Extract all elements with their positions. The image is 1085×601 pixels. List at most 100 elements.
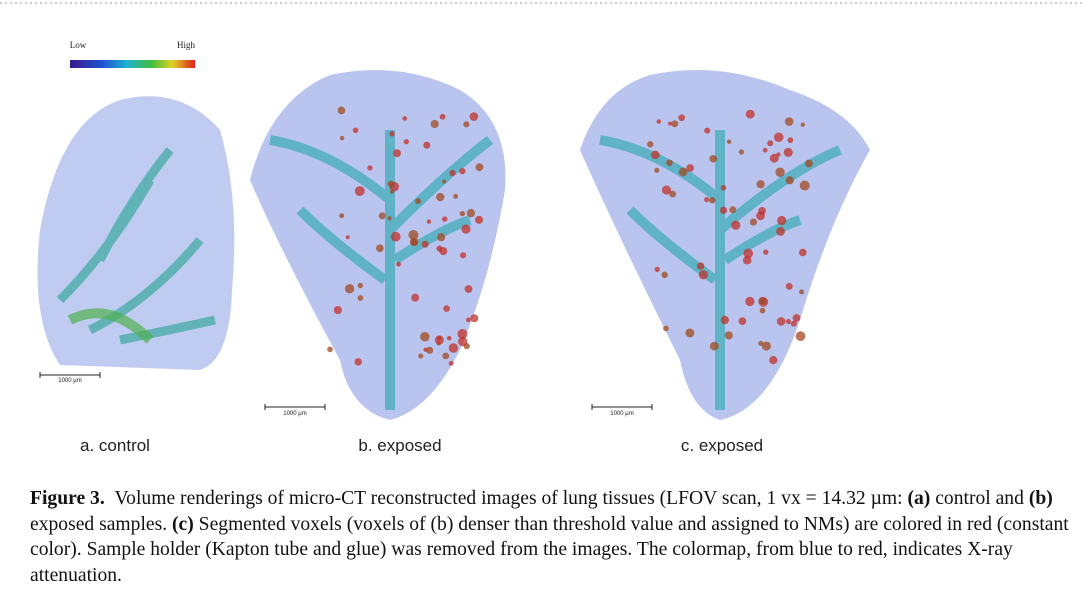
voxel-dot bbox=[720, 315, 730, 325]
voxel-dot bbox=[671, 120, 679, 128]
voxel-dot bbox=[661, 185, 672, 195]
voxel-dot bbox=[775, 167, 785, 177]
voxel-dot bbox=[458, 336, 468, 347]
voxel-dot bbox=[729, 206, 737, 214]
voxel-dot bbox=[773, 132, 784, 142]
voxel-dot bbox=[327, 346, 333, 353]
voxel-dot bbox=[761, 341, 771, 351]
voxel-dot bbox=[441, 216, 448, 222]
voxel-dot bbox=[663, 325, 669, 332]
voxel-dot bbox=[463, 121, 470, 128]
voxel-dot bbox=[475, 215, 484, 224]
voxel-dot bbox=[759, 307, 766, 314]
voxel-dot bbox=[436, 192, 445, 202]
caption-segment: (c) bbox=[172, 513, 194, 535]
voxel-dot bbox=[389, 131, 395, 137]
voxel-dot bbox=[426, 346, 434, 354]
panel-b-dots bbox=[327, 106, 484, 366]
scale-bar-label: 1000 μm bbox=[283, 411, 307, 417]
figure-caption: Figure 3. Volume renderings of micro-CT … bbox=[30, 486, 1075, 588]
voxel-dot bbox=[656, 119, 662, 124]
colorbar bbox=[70, 60, 195, 68]
voxel-dot bbox=[354, 186, 365, 197]
voxel-dot bbox=[449, 169, 456, 177]
voxel-dot bbox=[376, 244, 384, 253]
voxel-dot bbox=[464, 285, 473, 293]
voxel-dot bbox=[795, 331, 806, 342]
voxel-dot bbox=[654, 167, 660, 173]
voxel-dot bbox=[443, 305, 450, 312]
voxel-dot bbox=[423, 141, 431, 149]
voxel-dot bbox=[448, 360, 454, 366]
voxel-dot bbox=[709, 341, 719, 351]
voxel-dot bbox=[769, 355, 778, 365]
voxel-dot bbox=[669, 190, 677, 198]
panel-label: b. exposed bbox=[358, 436, 442, 455]
voxel-dot bbox=[698, 270, 708, 280]
voxel-dot bbox=[469, 112, 479, 121]
voxel-dot bbox=[411, 293, 420, 302]
voxel-dot bbox=[784, 117, 794, 126]
panel-label: c. exposed bbox=[680, 436, 764, 455]
caption-segment: exposed samples. bbox=[30, 513, 173, 535]
voxel-dot bbox=[396, 261, 401, 267]
voxel-dot bbox=[738, 149, 744, 155]
voxel-dot bbox=[720, 184, 727, 191]
voxel-dot bbox=[738, 317, 747, 325]
voxel-dot bbox=[787, 137, 794, 144]
voxel-dot bbox=[799, 289, 805, 295]
voxel-dot bbox=[453, 193, 459, 199]
voxel-dot bbox=[743, 248, 754, 259]
voxel-dot bbox=[776, 317, 786, 326]
voxel-dot bbox=[345, 235, 350, 240]
voxel-dot bbox=[696, 262, 705, 270]
voxel-dot bbox=[790, 320, 797, 327]
voxel-dot bbox=[678, 114, 686, 122]
voxel-dot bbox=[719, 206, 728, 214]
voxel-dot bbox=[678, 167, 688, 177]
voxel-dot bbox=[446, 335, 452, 341]
voxel-dot bbox=[776, 227, 785, 236]
voxel-dot bbox=[448, 343, 459, 353]
voxel-dot bbox=[475, 163, 484, 172]
panel-label: a. control bbox=[80, 436, 150, 455]
panel-b-image bbox=[250, 70, 506, 420]
voxel-dot bbox=[442, 352, 450, 360]
voxel-dot bbox=[745, 296, 755, 307]
voxel-dot bbox=[357, 295, 364, 301]
voxel-dot bbox=[423, 347, 428, 352]
voxel-dot bbox=[418, 353, 424, 359]
voxel-dot bbox=[430, 119, 439, 129]
voxel-dot bbox=[439, 113, 446, 120]
voxel-dot bbox=[415, 198, 422, 205]
voxel-dot bbox=[402, 116, 408, 121]
voxel-dot bbox=[783, 147, 793, 157]
voxel-dot bbox=[763, 249, 769, 255]
voxel-dot bbox=[726, 139, 732, 144]
voxel-dot bbox=[800, 122, 805, 127]
voxel-dot bbox=[426, 219, 432, 224]
voxel-dot bbox=[357, 282, 364, 289]
panel-a-image bbox=[37, 96, 235, 370]
voxel-dot bbox=[731, 220, 741, 230]
voxel-dot bbox=[466, 209, 476, 218]
scale-bars bbox=[39, 372, 653, 410]
voxel-dot bbox=[390, 189, 395, 194]
voxel-dot bbox=[762, 147, 768, 153]
voxel-dot bbox=[378, 212, 386, 220]
caption-segment: control and bbox=[930, 488, 1029, 509]
voxel-dot bbox=[465, 317, 471, 323]
caption-segment: Segmented voxels (voxels of (b) denser t… bbox=[30, 513, 1069, 586]
voxel-dot bbox=[647, 141, 654, 148]
voxel-dot bbox=[651, 150, 660, 160]
voxel-dot bbox=[792, 314, 801, 322]
voxel-dot bbox=[337, 106, 346, 115]
voxel-dot bbox=[724, 331, 733, 340]
voxel-dot bbox=[367, 165, 373, 171]
caption-title: Figure 3. bbox=[30, 488, 105, 509]
voxel-dot bbox=[393, 149, 401, 158]
voxel-dot bbox=[333, 305, 342, 315]
voxel-dot bbox=[439, 247, 448, 256]
